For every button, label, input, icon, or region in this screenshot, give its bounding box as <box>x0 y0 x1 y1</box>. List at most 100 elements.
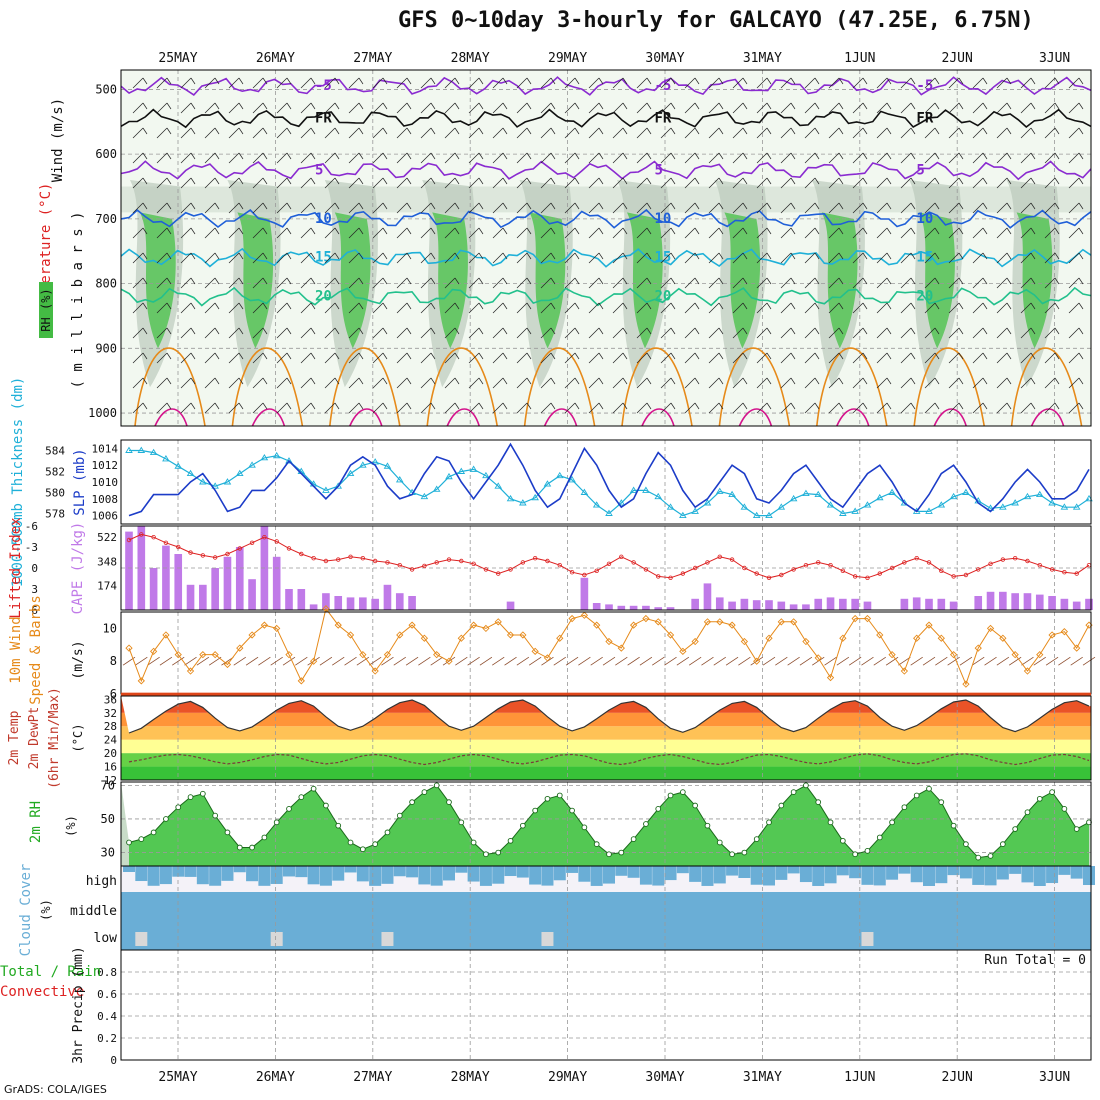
cape-bar <box>999 591 1007 610</box>
wind10-speed-label: Speed & Barbs <box>28 595 44 705</box>
10m-wind-barb <box>455 656 468 666</box>
wind-barb <box>1044 402 1056 414</box>
precip-axis-label: 3hr Precip (mm) <box>71 946 86 1063</box>
wind-barb-flag <box>1054 352 1060 360</box>
wind-barb-flag <box>814 152 820 160</box>
wind-barb-flag <box>694 77 700 85</box>
wind-speed-marker <box>937 634 945 642</box>
wind-barb <box>924 202 936 214</box>
cloud-high-bar <box>443 866 455 881</box>
wind-barb-flag <box>406 277 412 285</box>
isotherm-25 <box>621 347 693 427</box>
cape-bar <box>826 597 835 610</box>
wind-barb <box>756 377 768 389</box>
rh-marker <box>606 851 612 858</box>
wind-speed-marker <box>162 631 170 639</box>
wind-barb-flag <box>886 277 892 285</box>
wind-barb-flag <box>670 277 676 285</box>
wind-barb <box>900 77 912 89</box>
temp-tick: 20 <box>104 747 117 760</box>
wind-barb-flag <box>406 127 412 135</box>
wind-barb <box>972 127 984 139</box>
wind-barb-flag <box>142 77 148 85</box>
wind-barb <box>372 377 384 389</box>
wind-barb <box>132 227 144 239</box>
wind-barb <box>1068 277 1080 289</box>
cape-bar <box>272 556 281 610</box>
10m-wind-barb <box>344 656 357 666</box>
slp-line <box>128 442 1090 517</box>
thickness-axis-label: 1000-500mb Thickness (dm) <box>10 377 26 588</box>
thickness-marker <box>543 480 552 487</box>
isotherm-label: -5 <box>916 78 933 94</box>
wind-barb <box>180 277 192 289</box>
wind-barb-flag <box>310 252 316 260</box>
wind-barb <box>204 152 216 164</box>
wind-barb-flag <box>766 77 772 85</box>
wind-barb <box>444 327 456 339</box>
wind-barb-flag <box>1054 77 1060 85</box>
wind-barb <box>588 277 600 289</box>
wind-barb-flag <box>670 327 676 335</box>
isotherm-30 <box>154 408 188 427</box>
thickness-marker <box>555 471 564 479</box>
cloud-low-bar <box>135 932 148 946</box>
wind-barb <box>612 102 624 114</box>
wind-barb-flag <box>166 377 172 385</box>
wind-barb-flag <box>934 202 940 210</box>
cloud-high-bar <box>319 866 332 886</box>
date-label-bottom: 26MAY <box>256 1070 295 1085</box>
wind-barb <box>444 152 456 164</box>
wind-barb-flag <box>862 402 868 410</box>
thickness-marker <box>875 493 884 501</box>
wind-barb-flag <box>886 152 892 160</box>
wind-barb <box>972 102 984 114</box>
li-marker <box>692 565 698 571</box>
wind-barb <box>660 177 672 189</box>
wind-barb <box>228 327 240 339</box>
thickness-marker <box>383 462 392 469</box>
wind-barb <box>852 177 864 189</box>
wind-speed-marker <box>543 654 552 662</box>
wind-barb-flag <box>598 202 604 210</box>
rh-marker <box>163 816 169 822</box>
li-marker <box>619 554 624 559</box>
wind-barb-flag <box>574 177 580 185</box>
wind-barb-flag <box>1006 102 1012 110</box>
wind-barb <box>660 377 672 389</box>
cape-tick: 522 <box>97 531 117 544</box>
wind-barb <box>492 277 504 289</box>
li-marker <box>889 565 895 571</box>
wind-barb <box>540 352 552 364</box>
wind-barb <box>516 102 528 114</box>
wind-barb-flag <box>694 377 700 385</box>
pressure-tick: 700 <box>95 212 117 226</box>
precip-panel-frame <box>120 949 1092 1061</box>
cloud-row-label: low <box>94 931 118 946</box>
li-marker <box>496 571 501 576</box>
wind-barb <box>588 102 600 114</box>
wind-barb-flag <box>502 352 508 360</box>
wind-barb-flag <box>910 177 916 185</box>
li-marker <box>1037 563 1042 568</box>
thickness-marker <box>519 499 527 506</box>
wind-speed-marker <box>765 634 773 642</box>
wind-barb <box>372 77 384 89</box>
wind-barb-flag <box>502 277 508 285</box>
wind-barb-flag <box>526 352 532 360</box>
wind-barb-flag <box>1078 177 1084 185</box>
wind-barb-flag <box>214 127 220 135</box>
wind-barb-flag <box>190 352 196 360</box>
li-marker <box>286 546 292 551</box>
date-label-top: 26MAY <box>256 51 295 66</box>
wind-barb <box>132 77 144 89</box>
cloud-high-bar <box>849 866 862 879</box>
date-label-bottom: 31MAY <box>743 1070 782 1085</box>
wind-barb <box>492 152 504 164</box>
rh-band-green <box>821 212 858 349</box>
li-marker <box>1012 556 1018 561</box>
isotherm-25 <box>134 347 206 427</box>
wind-barb-flag <box>358 402 364 410</box>
wind-barb-flag <box>790 352 796 360</box>
